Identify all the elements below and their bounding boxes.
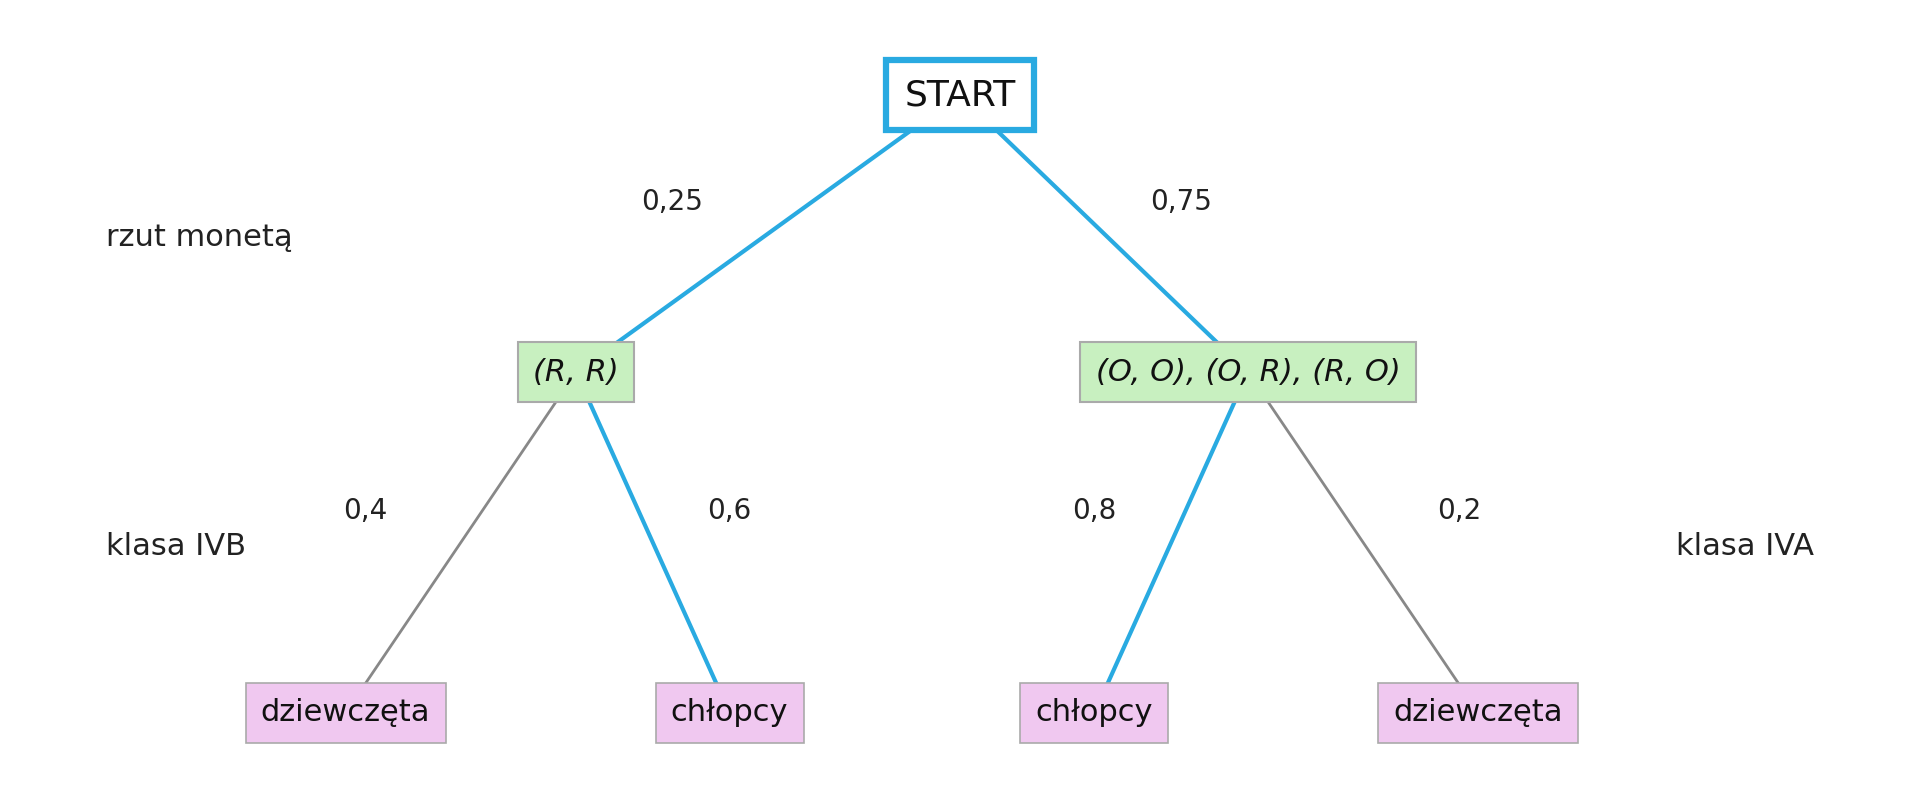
Text: (O, O), (O, R), (R, O): (O, O), (O, R), (R, O) bbox=[1096, 358, 1400, 386]
Text: 0,75: 0,75 bbox=[1150, 188, 1212, 216]
Text: chłopcy: chłopcy bbox=[1035, 699, 1154, 727]
Text: (R, R): (R, R) bbox=[534, 358, 618, 386]
Text: chłopcy: chłopcy bbox=[670, 699, 789, 727]
Text: 0,25: 0,25 bbox=[641, 188, 703, 216]
Text: dziewczęta: dziewczęta bbox=[1394, 699, 1563, 727]
Text: 0,6: 0,6 bbox=[707, 497, 753, 525]
Text: rzut monetą: rzut monetą bbox=[106, 223, 292, 252]
Text: START: START bbox=[904, 78, 1016, 112]
Text: 0,8: 0,8 bbox=[1071, 497, 1117, 525]
Text: klasa IVB: klasa IVB bbox=[106, 532, 246, 561]
Text: klasa IVA: klasa IVA bbox=[1676, 532, 1814, 561]
Text: 0,4: 0,4 bbox=[342, 497, 388, 525]
Text: dziewczęta: dziewczęta bbox=[261, 699, 430, 727]
Text: 0,2: 0,2 bbox=[1436, 497, 1482, 525]
